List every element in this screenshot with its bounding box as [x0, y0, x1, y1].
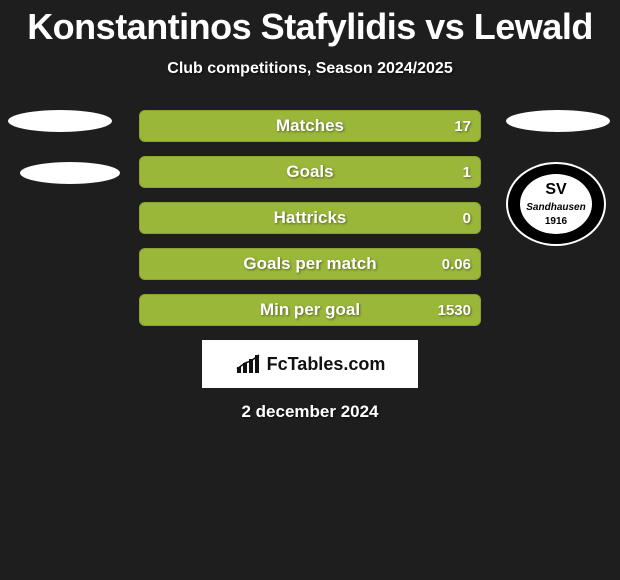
stat-row-goals-per-match: Goals per match 0.06	[139, 248, 481, 280]
stat-right-value: 1	[463, 164, 471, 181]
stat-label: Goals	[286, 162, 333, 182]
stat-label: Matches	[276, 116, 344, 136]
stat-right-value: 0.06	[442, 256, 471, 273]
badge-sv-text: SV	[545, 181, 567, 198]
stat-label: Hattricks	[274, 208, 347, 228]
sandhausen-badge-icon: SV Sandhausen 1916	[506, 162, 606, 246]
left-player-flag	[8, 110, 112, 132]
badge-club-text: Sandhausen	[526, 202, 585, 213]
comparison-content: SV Sandhausen 1916 Matches 17 Goals 1 Ha…	[0, 110, 620, 422]
stat-row-matches: Matches 17	[139, 110, 481, 142]
stat-row-hattricks: Hattricks 0	[139, 202, 481, 234]
stat-right-value: 17	[454, 118, 471, 135]
stat-right-value: 0	[463, 210, 471, 227]
stat-label: Goals per match	[243, 254, 376, 274]
stat-row-goals: Goals 1	[139, 156, 481, 188]
right-player-flag	[506, 110, 610, 132]
date-label: 2 december 2024	[0, 402, 620, 422]
watermark-text: FcTables.com	[267, 354, 386, 375]
stat-row-min-per-goal: Min per goal 1530	[139, 294, 481, 326]
stat-right-value: 1530	[438, 302, 471, 319]
stat-label: Min per goal	[260, 300, 360, 320]
right-player-col: SV Sandhausen 1916	[506, 110, 610, 254]
stats-rows: Matches 17 Goals 1 Hattricks 0 Goals per…	[139, 110, 481, 326]
right-player-club-badge: SV Sandhausen 1916	[506, 162, 606, 246]
left-player-club	[20, 162, 120, 184]
badge-year-text: 1916	[545, 216, 568, 227]
subtitle: Club competitions, Season 2024/2025	[0, 60, 620, 78]
bar-chart-icon	[235, 353, 263, 375]
watermark-logo: FcTables.com	[202, 340, 418, 388]
left-player-col	[8, 110, 120, 214]
page-title: Konstantinos Stafylidis vs Lewald	[0, 0, 620, 48]
